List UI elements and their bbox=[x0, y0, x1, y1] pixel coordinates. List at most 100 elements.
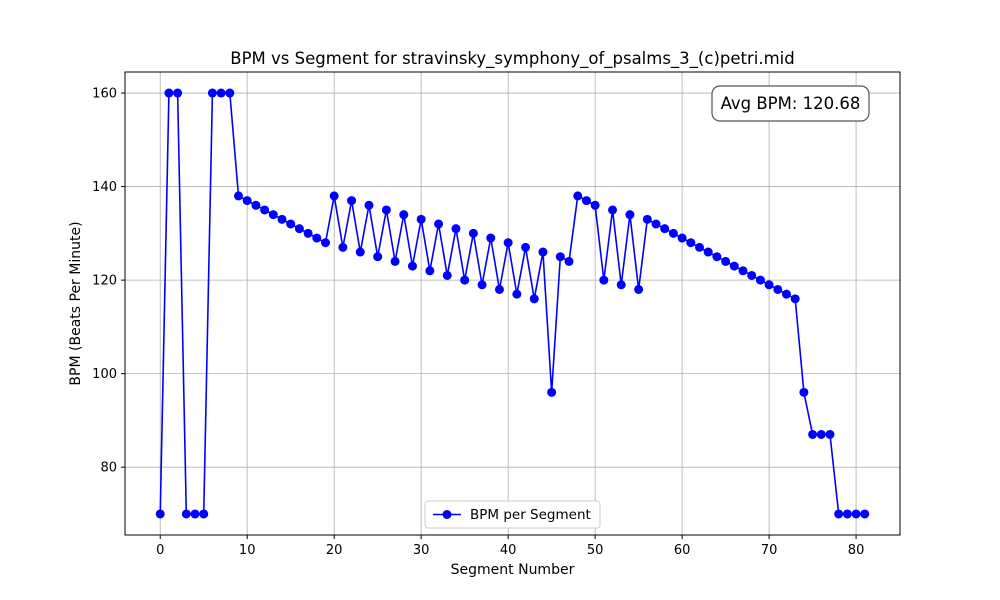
y-tick-label: 80 bbox=[100, 461, 117, 476]
data-point bbox=[251, 200, 261, 210]
data-point bbox=[781, 289, 791, 299]
data-point bbox=[625, 210, 635, 220]
data-point bbox=[660, 224, 670, 234]
data-point bbox=[468, 228, 478, 238]
data-point bbox=[416, 214, 426, 224]
data-point bbox=[825, 429, 835, 439]
data-point bbox=[816, 429, 826, 439]
data-point bbox=[677, 233, 687, 243]
data-point bbox=[616, 280, 626, 290]
data-point bbox=[851, 509, 861, 519]
avg-annotation: Avg BPM: 120.68 bbox=[711, 85, 870, 122]
data-point bbox=[686, 238, 696, 248]
series-layer bbox=[155, 88, 870, 519]
data-point bbox=[216, 88, 226, 98]
data-point bbox=[320, 238, 330, 248]
data-point bbox=[155, 509, 165, 519]
data-point bbox=[234, 191, 244, 201]
data-point bbox=[755, 275, 765, 285]
data-point bbox=[477, 280, 487, 290]
legend-label: BPM per Segment bbox=[470, 507, 591, 523]
avg-bpm-text: Avg BPM: 120.68 bbox=[721, 94, 861, 113]
data-point bbox=[834, 509, 844, 519]
data-point bbox=[590, 200, 600, 210]
data-point bbox=[164, 88, 174, 98]
data-point bbox=[738, 266, 748, 276]
y-tick-label: 160 bbox=[92, 87, 117, 102]
data-point bbox=[695, 242, 705, 252]
data-point bbox=[764, 280, 774, 290]
data-point bbox=[312, 233, 322, 243]
x-axis-label: Segment Number bbox=[451, 562, 575, 578]
x-tick-label: 10 bbox=[239, 543, 256, 558]
data-point bbox=[399, 210, 409, 220]
data-point bbox=[599, 275, 609, 285]
data-point bbox=[207, 88, 217, 98]
data-point bbox=[564, 256, 574, 266]
data-point bbox=[729, 261, 739, 271]
data-point bbox=[651, 219, 661, 229]
data-point bbox=[799, 387, 809, 397]
data-point bbox=[347, 196, 357, 206]
data-point bbox=[555, 252, 565, 262]
data-point bbox=[608, 205, 618, 215]
data-point bbox=[260, 205, 270, 215]
data-point bbox=[512, 289, 522, 299]
data-point bbox=[808, 429, 818, 439]
data-point bbox=[181, 509, 191, 519]
data-point bbox=[407, 261, 417, 271]
x-tick-label: 80 bbox=[848, 543, 865, 558]
data-point bbox=[173, 88, 183, 98]
data-point bbox=[703, 247, 713, 257]
data-point bbox=[451, 224, 461, 234]
legend: BPM per Segment bbox=[424, 500, 601, 529]
axis-ticks: 0 10 20 30 40 50 60 70 80 80 100 120 140 160 bbox=[92, 87, 864, 558]
x-tick-label: 40 bbox=[500, 543, 517, 558]
data-point bbox=[460, 275, 470, 285]
data-point bbox=[242, 196, 252, 206]
data-point bbox=[842, 509, 852, 519]
chart-title: BPM vs Segment for stravinsky_symphony_o… bbox=[230, 49, 794, 69]
data-point bbox=[773, 284, 783, 294]
x-tick-label: 20 bbox=[326, 543, 343, 558]
y-tick-label: 120 bbox=[92, 274, 117, 289]
plot-frame bbox=[124, 71, 901, 536]
x-tick-label: 0 bbox=[156, 543, 164, 558]
data-point bbox=[486, 233, 496, 243]
data-point bbox=[294, 224, 304, 234]
data-point bbox=[434, 219, 444, 229]
data-point bbox=[277, 214, 287, 224]
data-point bbox=[642, 214, 652, 224]
data-point bbox=[538, 247, 548, 257]
data-point bbox=[521, 242, 531, 252]
data-point bbox=[581, 196, 591, 206]
x-tick-label: 50 bbox=[587, 543, 604, 558]
legend-box bbox=[424, 500, 601, 529]
data-point bbox=[329, 191, 339, 201]
data-point bbox=[190, 509, 200, 519]
data-point bbox=[721, 256, 731, 266]
data-point bbox=[268, 210, 278, 220]
y-tick-label: 140 bbox=[92, 180, 117, 195]
grid bbox=[125, 72, 900, 535]
data-point bbox=[860, 509, 870, 519]
x-tick-label: 70 bbox=[761, 543, 778, 558]
data-point bbox=[381, 205, 391, 215]
data-point bbox=[373, 252, 383, 262]
data-point bbox=[668, 228, 678, 238]
data-point bbox=[364, 200, 374, 210]
data-point bbox=[355, 247, 365, 257]
data-point bbox=[790, 294, 800, 304]
data-point bbox=[634, 284, 644, 294]
data-point bbox=[199, 509, 209, 519]
y-axis-label: BPM (Beats Per Minute) bbox=[68, 221, 84, 385]
data-point bbox=[425, 266, 435, 276]
data-point bbox=[303, 228, 313, 238]
data-point bbox=[747, 270, 757, 280]
data-point bbox=[547, 387, 557, 397]
data-point bbox=[573, 191, 583, 201]
data-point bbox=[390, 256, 400, 266]
y-tick-label: 100 bbox=[92, 367, 117, 382]
data-point bbox=[442, 270, 452, 280]
